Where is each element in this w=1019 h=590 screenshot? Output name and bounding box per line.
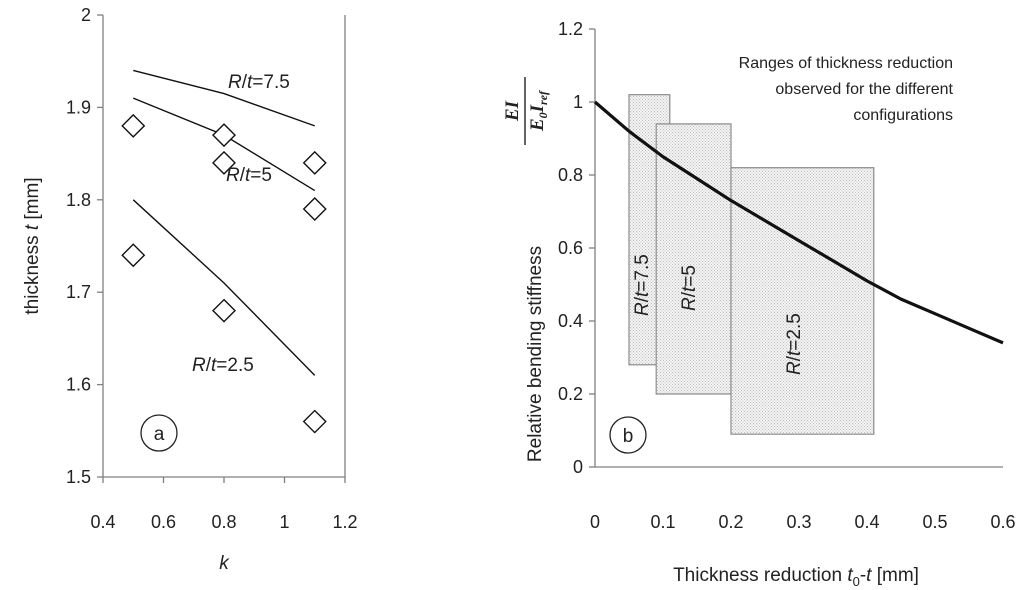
stiffness-curve bbox=[593, 100, 1004, 345]
data-point-diamond bbox=[212, 150, 236, 175]
fraction-denominator: E0Iref bbox=[527, 90, 550, 132]
data-point-diamond bbox=[302, 197, 327, 222]
data-point-diamond bbox=[121, 243, 146, 268]
y-tick-label: 1.6 bbox=[66, 375, 91, 395]
trend-line bbox=[133, 69, 315, 127]
y-tick-label: 1.5 bbox=[66, 467, 91, 487]
panel-a-badge-circle bbox=[140, 414, 178, 452]
panel-a-badge: a bbox=[140, 414, 178, 452]
panel-b-x-axis-label: Thickness reduction t0-t [mm] bbox=[673, 565, 919, 589]
x-tick-label: 0.5 bbox=[922, 512, 947, 532]
data-point-diamond bbox=[212, 123, 236, 148]
trend-line-label: R/t=2.5 bbox=[192, 355, 254, 376]
y-tick-label: 0.6 bbox=[558, 238, 583, 258]
trend-line bbox=[132, 199, 316, 376]
y-tick-label: 1.9 bbox=[66, 97, 91, 117]
x-tick-label: 0.4 bbox=[854, 512, 879, 532]
range-note-line-1: Ranges of thickness reduction bbox=[739, 55, 953, 72]
trend-line-label: R/t=7.5 bbox=[228, 72, 290, 93]
fraction-numerator: EI bbox=[502, 100, 523, 122]
range-box-label: R/t=5 bbox=[679, 265, 700, 311]
x-tick-label: 0.6 bbox=[151, 512, 176, 532]
range-note: Ranges of thickness reduction observed f… bbox=[739, 55, 954, 124]
panel-b-badge-label: b bbox=[623, 426, 634, 447]
x-tick-label: 1.2 bbox=[332, 512, 357, 532]
panel-a-y-axis-label: thickness t [mm] bbox=[22, 177, 43, 314]
y-tick-label: 1.7 bbox=[66, 282, 91, 302]
x-tick-label: 1 bbox=[279, 512, 289, 532]
range-box-label: R/t=2.5 bbox=[784, 313, 805, 375]
thickness-range-box bbox=[730, 167, 875, 435]
x-tick-label: 0.6 bbox=[990, 512, 1015, 532]
y-tick-label: 0 bbox=[573, 457, 583, 477]
x-tick-label: 0.8 bbox=[211, 512, 236, 532]
y-tick-label: 0.4 bbox=[558, 311, 583, 331]
panel-b-y-axis-label: Relative bending stiffness bbox=[525, 246, 546, 462]
y-tick-label: 1.2 bbox=[558, 19, 583, 39]
trend-line-label: R/t=5 bbox=[226, 165, 272, 186]
panel-b-badge: b bbox=[609, 416, 647, 454]
x-tick-label: 0 bbox=[590, 512, 600, 532]
y-tick-label: 0.2 bbox=[558, 384, 583, 404]
x-tick-label: 0.2 bbox=[718, 512, 743, 532]
data-point-diamond bbox=[212, 298, 236, 323]
panel-a-badge-label: a bbox=[154, 424, 165, 445]
range-note-line-3: configurations bbox=[853, 107, 953, 124]
range-note-line-2: observed for the different bbox=[775, 81, 953, 98]
panel-b-y-fraction: EI E0Iref bbox=[502, 77, 550, 145]
y-tick-label: 2 bbox=[81, 5, 91, 25]
y-tick-label: 1 bbox=[573, 92, 583, 112]
data-point-diamond bbox=[302, 150, 327, 175]
panel-b-chart: 0 0.2 0.4 0.6 0.8 1 1.2 0 0.1 0.2 0.3 0.4 0.5 0.6 R/… bbox=[502, 19, 1016, 589]
data-point-diamond bbox=[302, 409, 327, 434]
data-point-diamond bbox=[121, 113, 146, 138]
panel-a-chart: 1.5 1.6 1.7 1.8 1.9 2 0.4 0.6 0.8 1 1.2 R/t=7.5 R/… bbox=[22, 5, 358, 574]
thickness-range-box bbox=[655, 123, 732, 395]
y-tick-label: 0.8 bbox=[558, 165, 583, 185]
x-tick-label: 0.1 bbox=[650, 512, 675, 532]
x-tick-label: 0.3 bbox=[786, 512, 811, 532]
y-tick-label: 1.8 bbox=[66, 190, 91, 210]
panel-b-badge-circle bbox=[609, 416, 647, 454]
x-tick-label: 0.4 bbox=[90, 512, 115, 532]
panel-a-x-axis-label: k bbox=[219, 553, 230, 574]
range-box-label: R/t=7.5 bbox=[632, 254, 653, 316]
